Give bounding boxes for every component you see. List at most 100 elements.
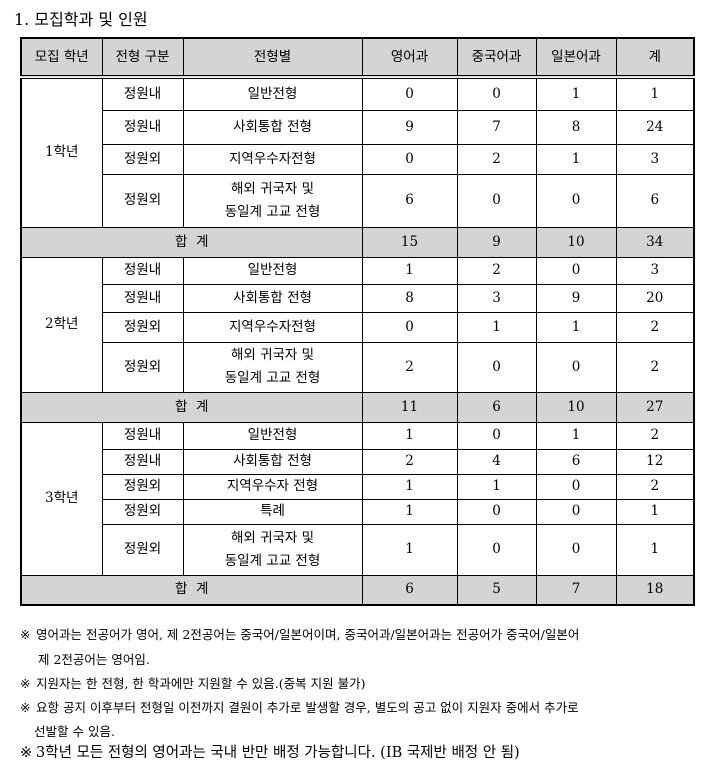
count-cell: 6: [615, 173, 695, 228]
grade-cell: 1학년: [20, 76, 103, 228]
count-cell: 8: [361, 283, 458, 313]
subtotal-cell: 5: [456, 574, 537, 606]
column-header: 영어과: [361, 37, 458, 78]
count-cell: 1: [361, 523, 458, 576]
count-cell: 0: [456, 76, 537, 111]
count-cell: 2: [456, 256, 537, 285]
column-header: 계: [615, 37, 695, 78]
note-3: ※ 요항 공지 이후부터 전형일 이전까지 결원이 추가로 발생할 경우, 별도의…: [20, 700, 579, 740]
count-cell: 0: [456, 341, 537, 393]
subtotal-cell: 27: [615, 391, 695, 423]
table-row: 정원외 해외 귀국자 및 동일계 고교 전형 2 0 0 2: [21, 341, 695, 393]
quota-type-cell: 정원내: [101, 421, 184, 450]
count-cell: 3: [615, 256, 695, 285]
quota-type-cell: 정원내: [101, 76, 184, 111]
admission-type-cell: 해외 귀국자 및 동일계 고교 전형: [182, 173, 363, 228]
note-mark: ※: [20, 745, 33, 761]
count-cell: 1: [535, 143, 617, 175]
count-cell: 1: [361, 256, 458, 285]
quota-type-cell: 정원내: [101, 256, 184, 285]
column-header: 전형 구분: [101, 37, 184, 78]
count-cell: 24: [615, 109, 695, 145]
count-cell: 2: [615, 341, 695, 393]
count-cell: 1: [361, 421, 458, 450]
count-cell: 0: [535, 173, 617, 228]
count-cell: 2: [615, 311, 695, 343]
note-mark: ※: [20, 627, 31, 642]
count-cell: 0: [535, 498, 617, 525]
table-row: 정원외 지역우수자 전형 1 1 0 2: [21, 473, 695, 500]
table-row: 정원외 해외 귀국자 및 동일계 고교 전형 6 0 0 6: [21, 173, 695, 228]
count-cell: 0: [361, 76, 458, 111]
subtotal-cell: 10: [535, 226, 617, 258]
column-header: 전형별: [182, 37, 363, 78]
count-cell: 3: [456, 283, 537, 313]
column-header: 중국어과: [456, 37, 537, 78]
table-row: 정원외 특례 1 0 0 1: [21, 498, 695, 525]
admission-type-cell: 해외 귀국자 및 동일계 고교 전형: [182, 341, 363, 393]
subtotal-cell: 10: [535, 391, 617, 423]
table-row: 정원내 사회통합 전형 9 7 8 24: [21, 109, 695, 145]
subtotal-row: 합 계 6 5 7 18: [20, 574, 695, 606]
column-header: 모집 학년: [20, 37, 103, 78]
count-cell: 2: [456, 143, 537, 175]
note-4: ※ 3학년 모든 전형의 영어과는 국내 반만 배정 가능합니다. (IB 국제반…: [20, 745, 520, 761]
quota-type-cell: 정원외: [101, 523, 184, 576]
table-row: 3학년 정원내 일반전형 1 0 1 2: [20, 421, 695, 576]
count-cell: 6: [535, 448, 617, 475]
admission-type-cell: 지역우수자전형: [182, 143, 363, 175]
admission-type-cell: 지역우수자전형: [182, 311, 363, 343]
admission-type-cell: 일반전형: [182, 421, 363, 450]
count-cell: 1: [615, 523, 695, 576]
subtotal-cell: 9: [456, 226, 537, 258]
count-cell: 0: [535, 473, 617, 500]
grade-cell: 3학년: [20, 421, 103, 576]
count-cell: 8: [535, 109, 617, 145]
count-cell: 2: [361, 448, 458, 475]
count-cell: 1: [456, 311, 537, 343]
subtotal-cell: 6: [361, 574, 458, 606]
admission-type-cell: 특례: [182, 498, 363, 525]
note-text: 제 2전공어는 영어임.: [38, 652, 150, 667]
count-cell: 7: [456, 109, 537, 145]
count-cell: 1: [615, 76, 695, 111]
admission-type-cell: 사회통합 전형: [182, 109, 363, 145]
count-cell: 6: [361, 173, 458, 228]
admission-quota-table: 모집 학년 전형 구분 전형별 영어과 중국어과 일본어과 계 1학년 정원내 일반전형 0 0 1 1…: [20, 37, 695, 606]
count-cell: 2: [615, 473, 695, 500]
note-text: 선발할 수 있음.: [34, 724, 115, 739]
grade-cell: 2학년: [20, 256, 103, 393]
count-cell: 1: [535, 421, 617, 450]
subtotal-cell: 7: [535, 574, 617, 606]
subtotal-cell: 15: [361, 226, 458, 258]
count-cell: 1: [535, 311, 617, 343]
quota-type-cell: 정원외: [101, 473, 184, 500]
subtotal-label: 합 계: [20, 574, 363, 606]
note-text: 영어과는 전공어가 영어, 제 2전공어는 중국어/일본어이며, 중국어과/일본…: [36, 627, 580, 642]
note-text: 요항 공지 이후부터 전형일 이전까지 결원이 추가로 발생할 경우, 별도의 …: [36, 700, 579, 715]
quota-type-cell: 정원외: [101, 341, 184, 393]
count-cell: 2: [615, 421, 695, 450]
count-cell: 9: [535, 283, 617, 313]
note-2: ※ 지원자는 한 전형, 한 학과에만 지원할 수 있음.(중복 지원 불가): [20, 676, 365, 692]
table-row: 정원내 사회통합 전형 2 4 6 12: [21, 448, 695, 475]
subtotal-label: 합 계: [20, 391, 363, 423]
quota-type-cell: 정원내: [101, 283, 184, 313]
header-row: 모집 학년 전형 구분 전형별 영어과 중국어과 일본어과 계: [20, 37, 695, 78]
admission-type-cell: 지역우수자 전형: [182, 473, 363, 500]
note-1: ※ 영어과는 전공어가 영어, 제 2전공어는 중국어/일본어이며, 중국어과/일…: [20, 627, 579, 668]
column-header: 일본어과: [535, 37, 617, 78]
note-text: 3학년 모든 전형의 영어과는 국내 반만 배정 가능합니다. (IB 국제반 …: [36, 745, 520, 761]
count-cell: 4: [456, 448, 537, 475]
subtotal-cell: 11: [361, 391, 458, 423]
quota-type-cell: 정원내: [101, 448, 184, 475]
table-row: 1학년 정원내 일반전형 0 0 1 1: [20, 76, 695, 228]
quota-type-cell: 정원내: [101, 109, 184, 145]
subtotal-cell: 6: [456, 391, 537, 423]
table-row: 2학년 정원내 일반전형 1 2 0 3: [20, 256, 695, 393]
table-row: 정원내 사회통합 전형 8 3 9 20: [21, 283, 695, 313]
count-cell: 0: [456, 523, 537, 576]
quota-type-cell: 정원외: [101, 173, 184, 228]
count-cell: 1: [535, 76, 617, 111]
count-cell: 1: [361, 498, 458, 525]
